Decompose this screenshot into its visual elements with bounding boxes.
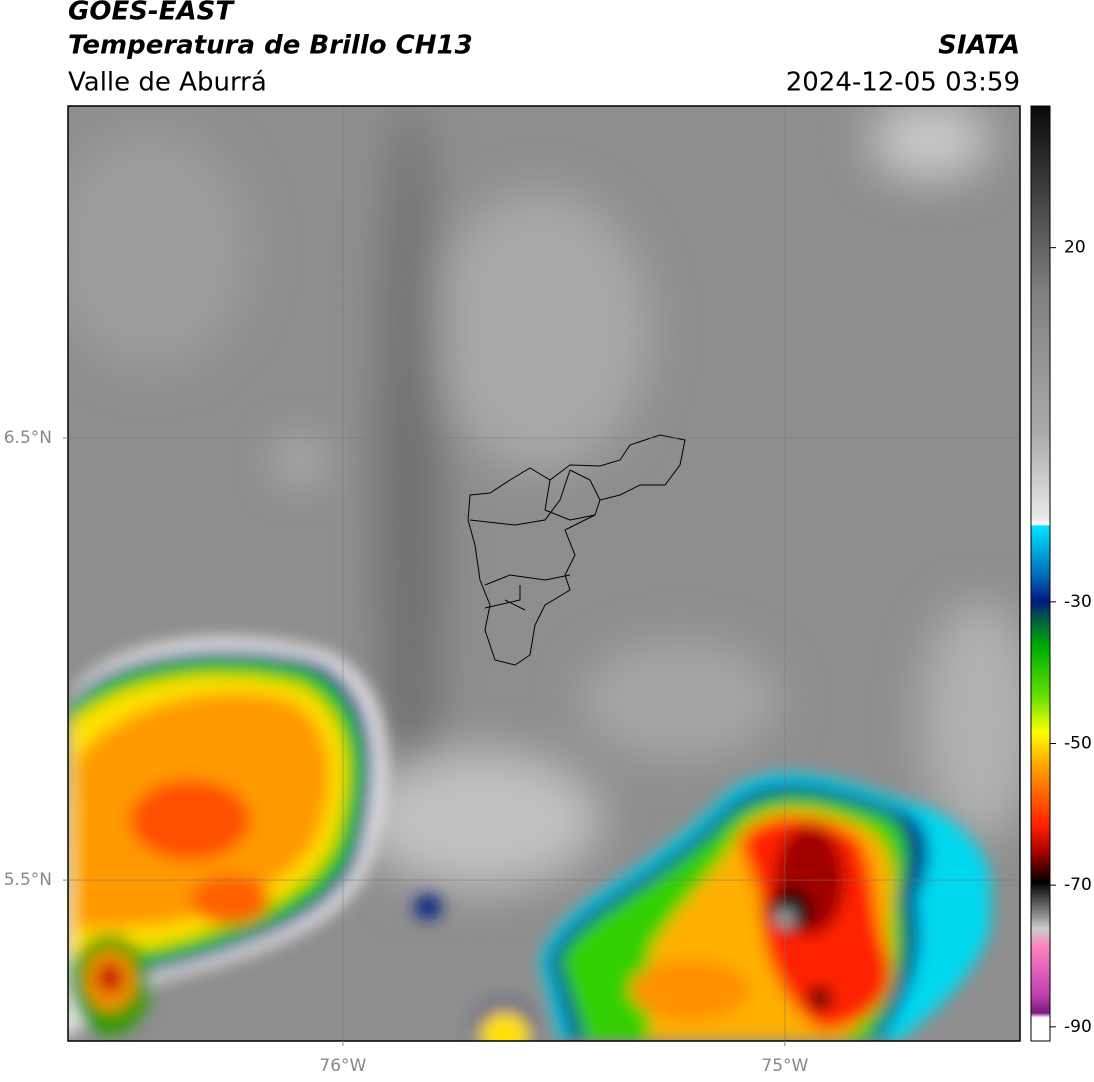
colorbar-tick-label: -30 bbox=[1064, 592, 1092, 612]
valley-boundary bbox=[467, 434, 686, 666]
y-tick-label: 6.5°N bbox=[4, 428, 52, 448]
y-tick-label: 5.5°N bbox=[4, 870, 52, 890]
grid bbox=[68, 106, 1020, 1041]
title: GOES-EAST bbox=[68, 0, 235, 27]
colorbar-tick-label: -90 bbox=[1064, 1017, 1092, 1037]
region: Valle de Aburrá bbox=[68, 68, 267, 98]
colorbar-tick-label: 20 bbox=[1064, 238, 1086, 258]
map-frame bbox=[67, 105, 1021, 1042]
x-tick-label: 75°W bbox=[761, 1056, 808, 1076]
x-tick-label: 76°W bbox=[319, 1056, 366, 1076]
satellite-image bbox=[68, 106, 1020, 1041]
datetime: 2024-12-05 03:59 bbox=[786, 68, 1020, 98]
source: SIATA bbox=[938, 31, 1020, 61]
colorbar bbox=[1030, 105, 1051, 1042]
subtitle: Temperatura de Brillo CH13 bbox=[68, 31, 473, 61]
colorbar-tick-label: -70 bbox=[1064, 875, 1092, 895]
colorbar-tick-label: -50 bbox=[1064, 734, 1092, 754]
